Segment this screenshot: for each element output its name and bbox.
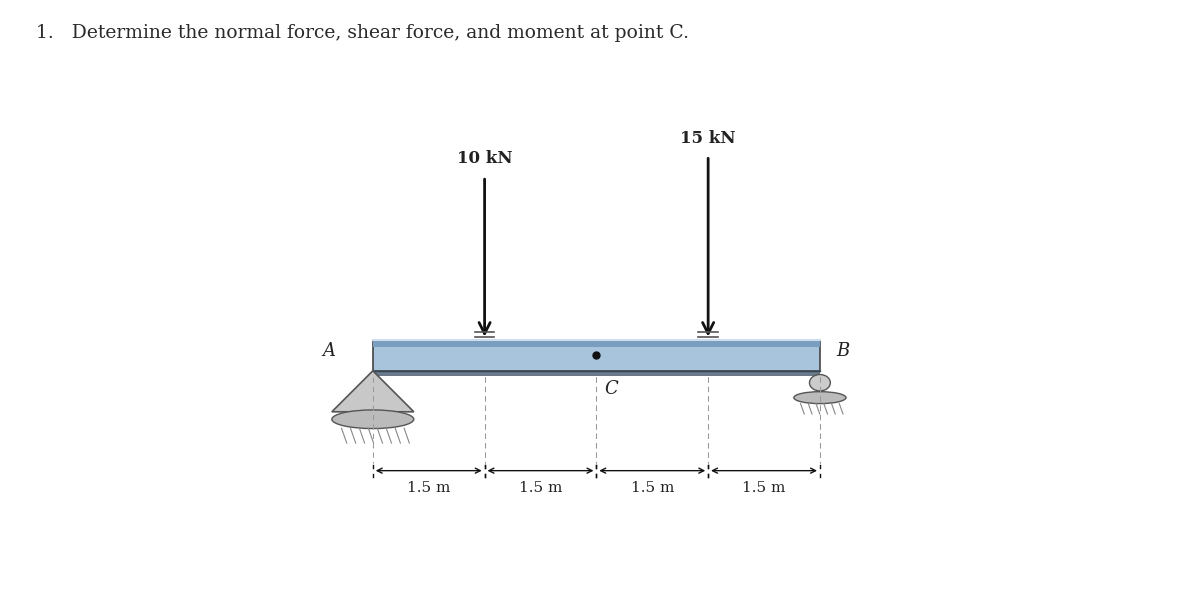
Text: 15 kN: 15 kN: [680, 130, 736, 146]
FancyBboxPatch shape: [373, 340, 820, 347]
Text: 1.5 m: 1.5 m: [407, 481, 450, 495]
Text: B: B: [836, 343, 850, 361]
Text: 1.5 m: 1.5 m: [743, 481, 786, 495]
Text: 10 kN: 10 kN: [457, 151, 512, 167]
Ellipse shape: [332, 410, 414, 428]
FancyBboxPatch shape: [373, 340, 820, 371]
Text: A: A: [323, 343, 336, 361]
Text: 1.   Determine the normal force, shear force, and moment at point C.: 1. Determine the normal force, shear for…: [36, 24, 689, 42]
Text: 1.5 m: 1.5 m: [518, 481, 562, 495]
Text: C: C: [604, 380, 618, 398]
Polygon shape: [332, 371, 414, 412]
Ellipse shape: [794, 392, 846, 404]
Ellipse shape: [810, 374, 830, 391]
FancyBboxPatch shape: [373, 371, 820, 376]
Text: 1.5 m: 1.5 m: [630, 481, 674, 495]
